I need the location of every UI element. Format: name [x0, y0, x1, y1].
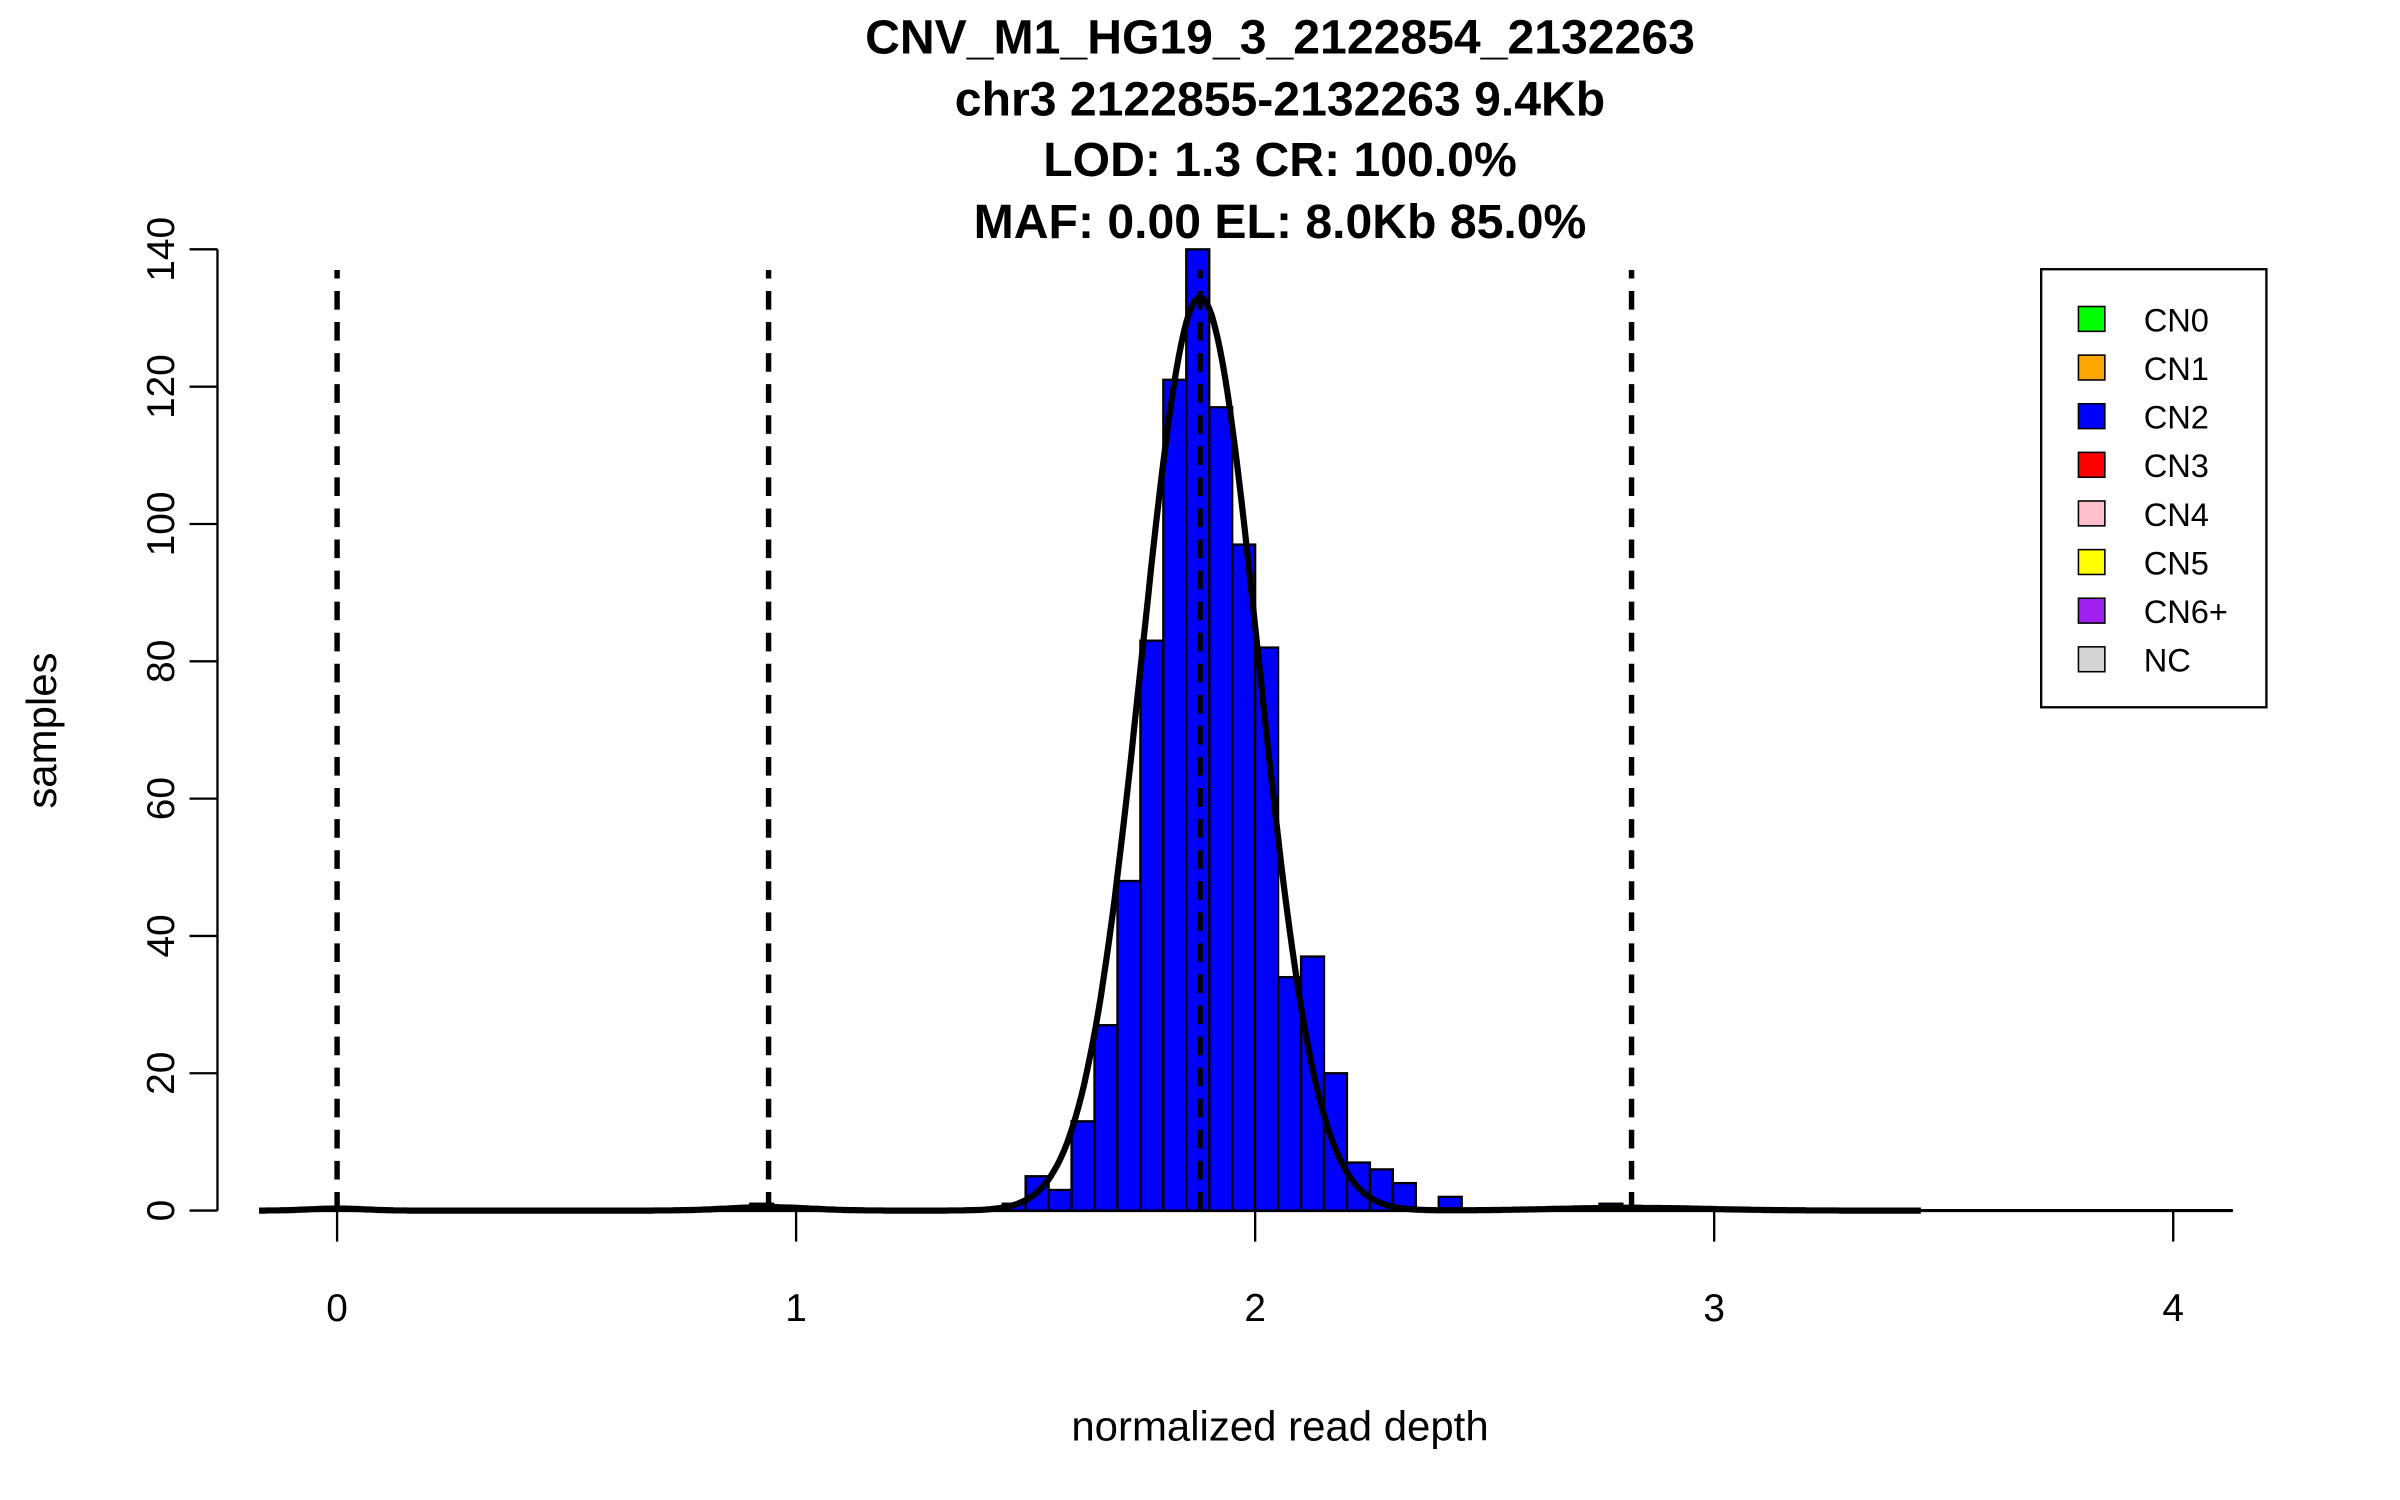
histogram-bar: [1276, 975, 1303, 1212]
histogram-bar: [1208, 406, 1234, 1212]
legend-swatch: [2077, 597, 2106, 624]
y-tick-label: 0: [140, 1200, 183, 1222]
x-tick-label: 3: [1703, 1287, 1725, 1330]
legend-swatch: [2077, 451, 2106, 478]
y-tick-label: 20: [140, 1052, 183, 1095]
y-axis-label: samples: [18, 652, 65, 808]
legend-swatch: [2077, 402, 2106, 430]
legend-label: CN2: [2144, 399, 2209, 436]
title-line-2: chr3 2122855-2132263 9.4Kb: [955, 72, 1605, 126]
legend-label: CN0: [2144, 301, 2209, 338]
y-tick-label: 140: [140, 217, 183, 282]
legend-swatch: [2077, 354, 2106, 381]
y-tick-label: 120: [140, 354, 183, 419]
legend-label: CN1: [2144, 350, 2209, 387]
histogram-bar: [1116, 879, 1142, 1212]
histogram-bar: [1162, 378, 1188, 1212]
legend-label: NC: [2144, 642, 2191, 679]
y-tick-label: 100: [140, 492, 183, 557]
title-line-3: LOD: 1.3 CR: 100.0%: [1043, 133, 1517, 187]
legend-swatch: [2077, 646, 2106, 673]
title-line-4: MAF: 0.00 EL: 8.0Kb 85.0%: [974, 195, 1587, 249]
histogram-bar: [1070, 1120, 1096, 1212]
legend-box: [2039, 268, 2268, 709]
x-tick-label: 0: [326, 1287, 348, 1330]
x-tick-label: 4: [2162, 1287, 2184, 1330]
histogram-bars: [259, 248, 2233, 1213]
y-axis: 0 20 40 60 80 100 120 140: [140, 217, 219, 1222]
histogram-bar: [1299, 955, 1326, 1212]
legend-label: CN5: [2144, 544, 2209, 581]
legend-label: CN3: [2144, 447, 2209, 484]
x-axis-label: normalized read depth: [1071, 1402, 1488, 1449]
histogram-bar: [1047, 1188, 1073, 1212]
legend-swatch: [2077, 548, 2106, 576]
x-tick-label: 2: [1244, 1287, 1266, 1330]
legend-label: CN4: [2144, 496, 2209, 533]
dashed-reference-lines: [334, 269, 1635, 1211]
chart-title: CNV_M1_HG19_3_2122854_2132263 chr3 21228…: [865, 10, 1695, 249]
x-tick-label: 1: [785, 1287, 807, 1330]
histogram-bar: [1231, 543, 1257, 1212]
y-tick-label: 80: [140, 640, 183, 683]
histogram-bar: [1093, 1024, 1119, 1212]
legend-label: CN6+: [2144, 593, 2228, 630]
x-axis: 0 1 2 3 4: [326, 1210, 2184, 1330]
title-line-1: CNV_M1_HG19_3_2122854_2132263: [865, 10, 1695, 64]
histogram-bar: [1139, 639, 1165, 1212]
fit-curve: [259, 294, 1921, 1214]
legend-swatch: [2077, 305, 2106, 333]
legend-swatch: [2077, 500, 2106, 527]
y-tick-label: 60: [140, 777, 183, 820]
y-tick-label: 40: [140, 914, 183, 957]
legend: CN0 CN1 CN2 CN3 CN4 CN5 CN6+ NC: [2039, 268, 2268, 709]
